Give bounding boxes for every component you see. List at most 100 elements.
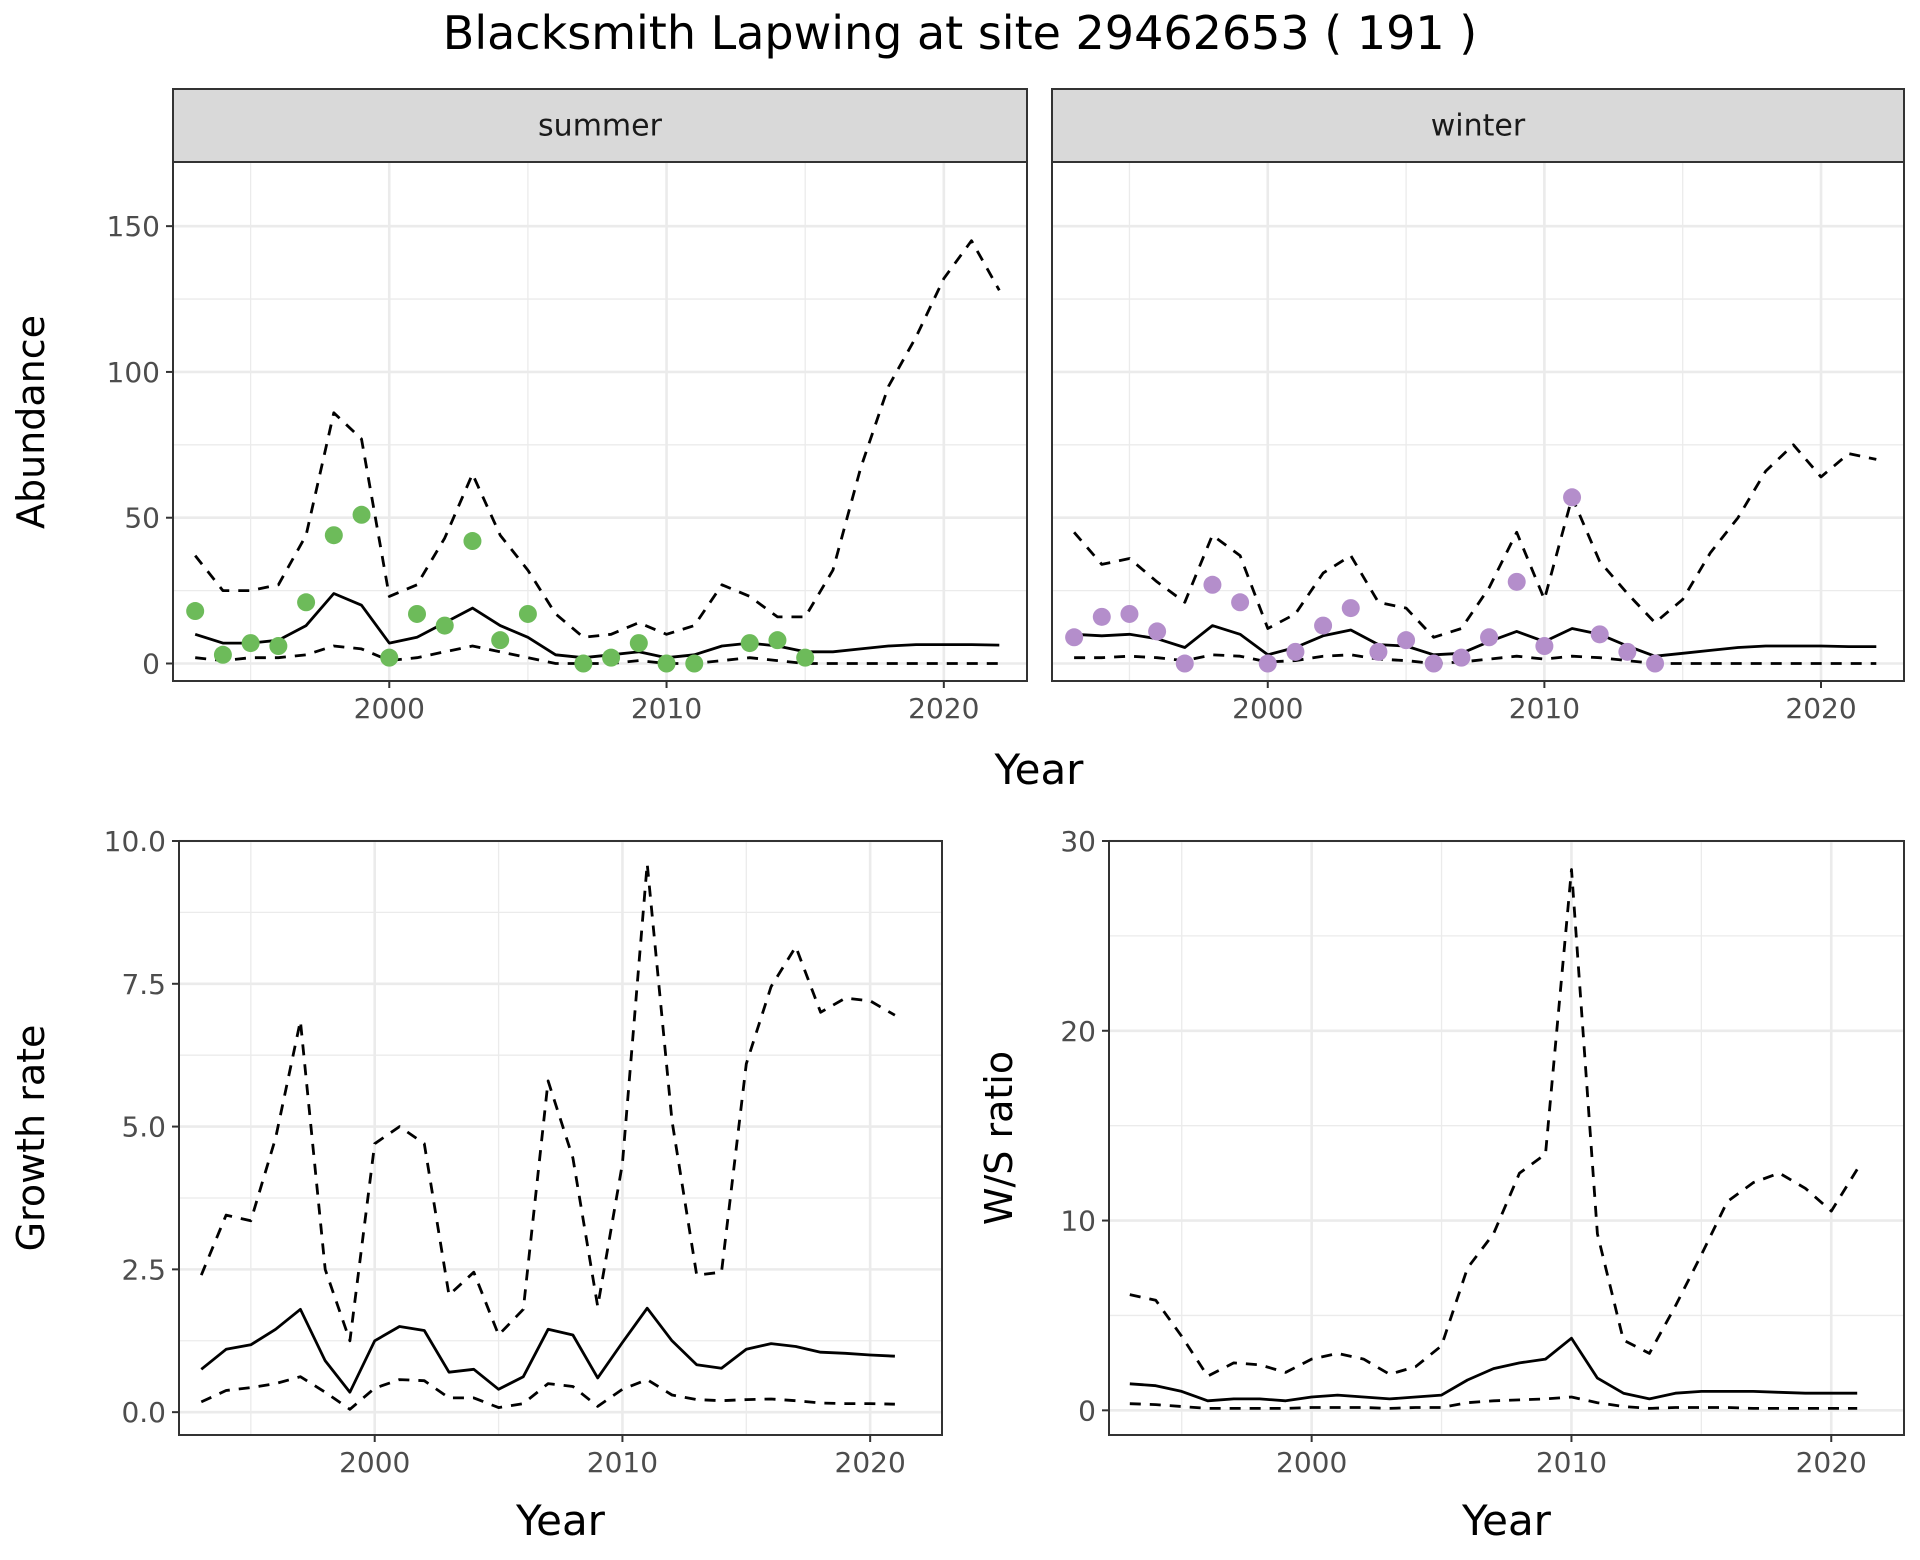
- data-point: [1120, 604, 1139, 623]
- x-axis-title: Year: [515, 1496, 606, 1545]
- data-point: [740, 634, 759, 653]
- data-point: [1314, 616, 1333, 635]
- data-point: [269, 637, 288, 656]
- data-point: [1424, 654, 1443, 673]
- panel-growth-rate: 2000 2010 2020 0.0 2.5 5.0 7.5 10.0 Growth rate Y…: [9, 825, 943, 1545]
- data-point: [1507, 572, 1526, 591]
- series-line-estimate: [1129, 1336, 1858, 1403]
- data-point: [1480, 628, 1499, 647]
- y-tick-label: 50: [124, 502, 160, 535]
- x-tick-label: 2020: [835, 1446, 906, 1479]
- series-line-estimate: [200, 1306, 895, 1394]
- facet-strip: [172, 88, 1028, 163]
- data-point: [1646, 654, 1665, 673]
- data-point: [574, 654, 593, 673]
- y-tick-label: 20: [1060, 1015, 1096, 1048]
- data-point: [352, 505, 371, 524]
- series-line-bound: [1129, 868, 1859, 1378]
- data-point: [1065, 628, 1084, 647]
- data-point: [1369, 642, 1388, 661]
- data-point: [380, 648, 399, 667]
- data-point: [1618, 642, 1637, 661]
- panel-winter-abundance: winter 2000 2010 2020: [1051, 88, 1905, 725]
- x-tick-label: 2020: [1785, 692, 1856, 725]
- x-tick-label: 2010: [587, 1446, 658, 1479]
- data-point: [1535, 637, 1554, 656]
- x-tick-label: 2000: [339, 1446, 410, 1479]
- x-tick-label: 2020: [908, 692, 979, 725]
- data-point: [1397, 631, 1416, 650]
- data-point: [1341, 599, 1360, 618]
- panel-ws-ratio: 2000 2010 2020 0 10 20 30 W/S ratio Year: [977, 825, 1905, 1545]
- facet-label: winter: [1431, 109, 1526, 144]
- series-line-bound: [200, 862, 896, 1343]
- y-axis-title: Abundance: [9, 315, 53, 529]
- y-tick-label: 2.5: [121, 1253, 166, 1286]
- x-axis-title: Year: [1461, 1496, 1552, 1545]
- data-point: [1258, 654, 1277, 673]
- data-point: [1231, 593, 1250, 612]
- series-line-bound: [1073, 443, 1877, 639]
- data-point: [768, 631, 787, 650]
- data-point: [1452, 648, 1471, 667]
- x-tick-label: 2010: [1509, 692, 1580, 725]
- y-tick-label: 0: [1078, 1394, 1096, 1427]
- y-tick-label: 7.5: [121, 968, 166, 1001]
- y-tick-label: 100: [107, 356, 160, 389]
- series-line-bound: [194, 239, 1001, 639]
- data-point: [1563, 488, 1582, 507]
- data-point: [435, 616, 454, 635]
- x-tick-label: 2000: [1232, 692, 1303, 725]
- plot-background: [173, 162, 1027, 681]
- panel-border: [1108, 840, 1905, 1436]
- data-point: [186, 602, 205, 621]
- y-tick-label: 10.0: [104, 825, 166, 858]
- data-point: [1203, 575, 1222, 594]
- x-tick-label: 2000: [1276, 1446, 1347, 1479]
- facet-strip: [1051, 88, 1905, 163]
- data-point: [408, 604, 426, 623]
- y-tick-label: 0: [142, 648, 160, 681]
- x-tick-label: 2010: [1536, 1446, 1607, 1479]
- data-point: [1092, 607, 1111, 626]
- x-tick-label: 2020: [1796, 1446, 1867, 1479]
- data-point: [213, 645, 232, 664]
- plot-background: [1109, 841, 1904, 1435]
- y-tick-label: 10: [1060, 1205, 1096, 1238]
- y-tick-label: 0.0: [121, 1396, 166, 1429]
- data-point: [1148, 622, 1167, 641]
- plot-background: [1052, 162, 1904, 681]
- x-axis-title-shared: Year: [994, 745, 1085, 794]
- data-point: [685, 654, 704, 673]
- data-point: [1286, 642, 1305, 661]
- x-tick-label: 2000: [354, 692, 425, 725]
- data-point: [629, 634, 648, 653]
- series-line-estimate: [194, 592, 1000, 660]
- x-tick-label: 2010: [631, 692, 702, 725]
- data-point: [241, 634, 260, 653]
- y-axis-title: Growth rate: [9, 1025, 53, 1252]
- data-point: [518, 604, 537, 623]
- data-point: [324, 526, 343, 545]
- data-point: [1175, 654, 1194, 673]
- y-axis-title: W/S ratio: [977, 1051, 1021, 1225]
- y-tick-label: 150: [107, 210, 160, 243]
- series-line-bound: [200, 1375, 895, 1411]
- data-point: [491, 631, 510, 650]
- panel-border: [178, 840, 943, 1436]
- facet-label: summer: [538, 109, 663, 144]
- panel-summer-abundance: summer 2000 2010 2020 0 50 100 150 Abundance Year: [9, 88, 1085, 794]
- data-point: [297, 593, 316, 612]
- series-line-bound: [195, 644, 1000, 665]
- series-line-bound: [1129, 1395, 1858, 1410]
- data-point: [657, 654, 676, 673]
- y-tick-label: 30: [1060, 825, 1096, 858]
- y-tick-label: 5.0: [121, 1111, 166, 1144]
- series-line-estimate: [1074, 624, 1877, 658]
- data-point: [1590, 625, 1609, 644]
- data-point: [463, 532, 482, 551]
- chart-title: Blacksmith Lapwing at site 29462653 ( 19…: [442, 6, 1478, 60]
- data-point: [602, 648, 621, 667]
- data-point: [796, 648, 815, 667]
